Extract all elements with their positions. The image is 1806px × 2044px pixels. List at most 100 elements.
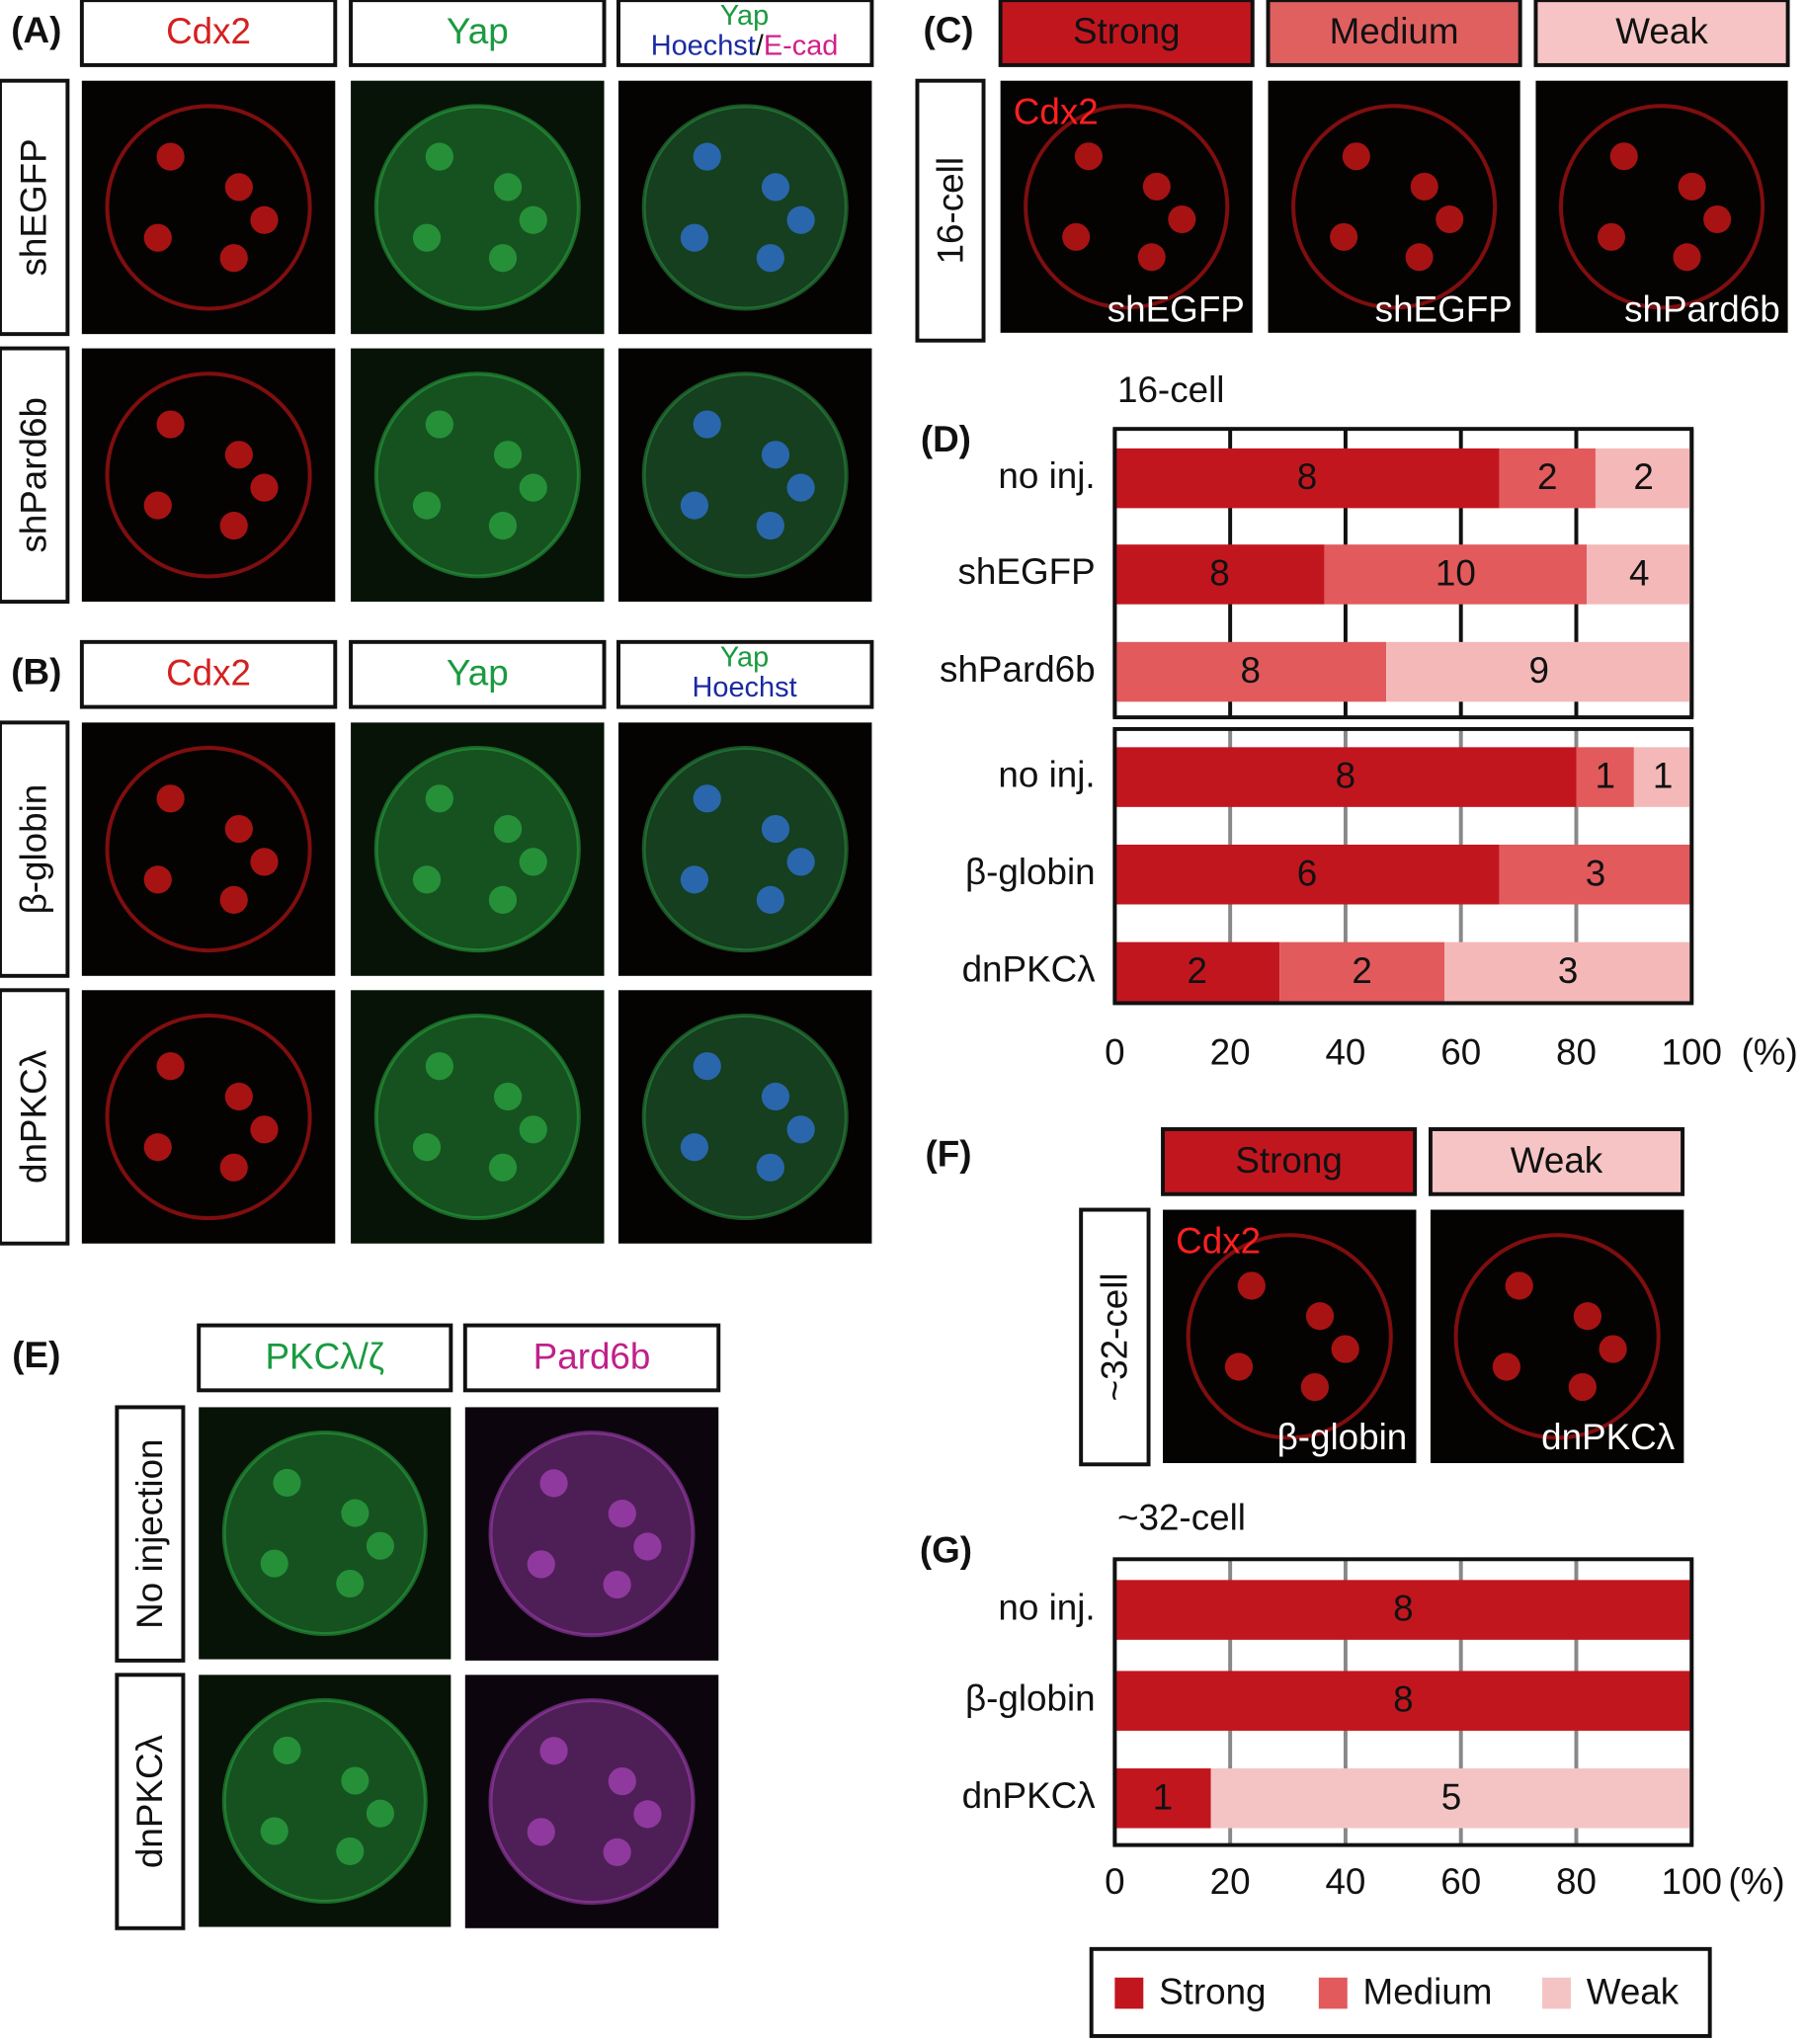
bar-segment [1114, 844, 1500, 905]
header-label: Strong [1073, 11, 1180, 51]
nucleus [366, 1531, 394, 1560]
micrograph [617, 990, 872, 1244]
header-box [349, 0, 607, 67]
header-label: Weak [1615, 11, 1708, 51]
header-box [616, 0, 874, 67]
nucleus [488, 885, 518, 914]
embryo [221, 1430, 428, 1637]
embryo [105, 371, 312, 579]
plot-frame [1112, 427, 1694, 720]
header-box [1161, 1127, 1418, 1196]
nucleus [260, 1549, 288, 1578]
embryo [105, 1013, 312, 1221]
nucleus [224, 1082, 253, 1111]
row-label-box [0, 988, 70, 1246]
nucleus [412, 491, 442, 520]
header-label: Hoechst/E-cad [651, 30, 839, 61]
nucleus [488, 512, 518, 540]
nucleus [1568, 1372, 1597, 1402]
bar-value-label: 10 [1436, 552, 1476, 593]
bar-segment [1386, 641, 1692, 702]
nucleus [1331, 1335, 1359, 1363]
nucleus [143, 1133, 172, 1162]
micrograph [81, 722, 336, 976]
row-label: shPard6b [14, 397, 54, 553]
nucleus [219, 512, 248, 540]
nucleus [1599, 1335, 1627, 1363]
x-tick-label: 60 [1440, 1032, 1481, 1073]
nucleus [143, 865, 172, 894]
header-label: Cdx2 [166, 653, 251, 694]
row-label: shEGFP [14, 138, 54, 276]
nucleus [680, 491, 709, 520]
nucleus [761, 173, 790, 202]
x-tick-label: 40 [1325, 1032, 1365, 1073]
bar-value-label: 8 [1393, 1589, 1413, 1629]
panel-label: (F) [926, 1133, 972, 1174]
nucleus [1074, 142, 1103, 171]
header-box [79, 639, 338, 709]
micrograph [351, 80, 605, 335]
bar-segment [1210, 1768, 1692, 1829]
bar-segment [1444, 941, 1692, 1003]
x-tick-label: 80 [1556, 1032, 1597, 1073]
legend-box [1089, 1946, 1712, 2038]
nucleus [603, 1570, 631, 1599]
image-caption: shEGFP [1375, 289, 1513, 330]
x-tick-label: 100 [1662, 1032, 1722, 1073]
category-label: no inj. [998, 754, 1095, 794]
bar-segment [1279, 941, 1445, 1003]
micrograph [351, 348, 605, 603]
nucleus [1305, 1302, 1335, 1331]
bar-segment [1114, 641, 1387, 702]
nucleus [1673, 243, 1701, 272]
bar-value-label: 8 [1209, 552, 1229, 593]
panel-label: (C) [923, 10, 973, 50]
chart-title: ~32-cell [1117, 1498, 1246, 1538]
x-tick-label: 40 [1325, 1861, 1365, 1902]
nucleus [756, 1153, 784, 1182]
nucleus [219, 244, 248, 273]
x-axis-label: (%) [1742, 1032, 1798, 1073]
embryo [373, 1013, 581, 1221]
nucleus [756, 512, 784, 540]
nucleus [519, 1115, 547, 1144]
embryo [641, 1013, 849, 1221]
nucleus [1410, 172, 1438, 201]
micrograph [617, 348, 872, 603]
nucleus [1224, 1352, 1254, 1381]
micrograph [199, 1407, 452, 1660]
nucleus [786, 848, 815, 876]
category-label: shPard6b [940, 649, 1096, 690]
nucleus [156, 142, 185, 171]
row-label-box [115, 1405, 186, 1663]
bar-segment [1587, 544, 1692, 605]
nucleus [336, 1837, 365, 1865]
nucleus [488, 244, 518, 273]
embryo [488, 1698, 696, 1906]
nucleus [1330, 222, 1358, 251]
nucleus [156, 410, 185, 439]
nucleus [633, 1800, 662, 1829]
embryo [373, 371, 581, 579]
embryo [1024, 104, 1230, 310]
nucleus [341, 1499, 369, 1527]
category-label: no inj. [998, 455, 1095, 496]
nucleus [603, 1838, 631, 1866]
nucleus [519, 473, 547, 502]
x-tick-label: 0 [1105, 1032, 1124, 1073]
bar-value-label: 4 [1629, 552, 1649, 593]
legend-swatch [1114, 1977, 1144, 2009]
nucleus [156, 784, 185, 813]
header-part: Hoechst [651, 30, 756, 61]
nucleus [425, 1052, 453, 1081]
nucleus [224, 173, 253, 202]
micrograph [1163, 1209, 1417, 1463]
nucleus [786, 473, 815, 502]
header-box [79, 0, 338, 67]
header-label: Hoechst [693, 672, 797, 703]
nucleus [250, 473, 279, 502]
micrograph [351, 722, 605, 976]
embryo [1291, 104, 1498, 310]
embryo [1186, 1233, 1393, 1440]
